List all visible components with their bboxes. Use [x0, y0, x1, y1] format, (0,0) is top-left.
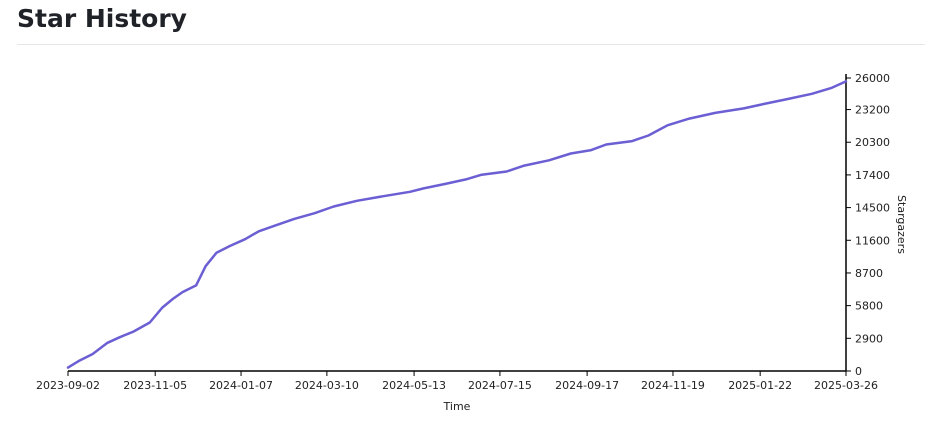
y-tick-label: 5800 [855, 300, 883, 313]
series-line [66, 80, 848, 369]
y-tick-label: 14500 [855, 202, 890, 215]
x-tick-label: 2024-07-15 [468, 379, 532, 392]
page-title: Star History [17, 4, 187, 33]
x-axis-title: Time [443, 400, 471, 413]
y-tick-label: 26000 [855, 72, 890, 85]
y-axis-title: Stargazers [895, 195, 908, 254]
x-tick-label: 2024-03-10 [295, 379, 359, 392]
x-tick-label: 2025-01-22 [728, 379, 792, 392]
x-tick-label: 2024-11-19 [641, 379, 705, 392]
y-tick-label: 11600 [855, 234, 890, 247]
x-tick-label: 2024-05-13 [382, 379, 446, 392]
x-tick-label: 2024-09-17 [555, 379, 619, 392]
y-tick-label: 17400 [855, 169, 890, 182]
x-tick-label: 2023-09-02 [36, 379, 100, 392]
x-tick-label: 2023-11-05 [123, 379, 187, 392]
title-divider [17, 44, 925, 45]
x-tick-label: 2025-03-26 [814, 379, 878, 392]
y-tick-label: 0 [855, 365, 862, 378]
x-tick-label: 2024-01-07 [209, 379, 273, 392]
y-tick-label: 8700 [855, 267, 883, 280]
y-tick-label: 23200 [855, 104, 890, 117]
y-tick-label: 2900 [855, 332, 883, 345]
y-tick-label: 20300 [855, 136, 890, 149]
